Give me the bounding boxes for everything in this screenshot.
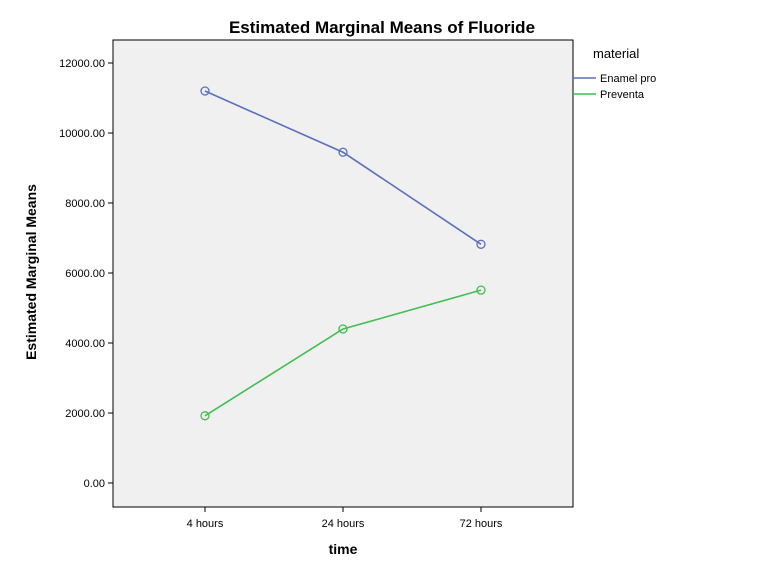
y-axis-title: Estimated Marginal Means [23, 184, 39, 360]
data-point [200, 86, 210, 96]
x-axis-title: time [329, 541, 358, 557]
y-tick-label: 0.00 [84, 478, 105, 490]
data-point [338, 324, 348, 334]
legend-label: Preventa [600, 89, 645, 101]
y-tick-label: 8000.00 [65, 198, 105, 210]
legend-label: Enamel pro [600, 73, 656, 85]
legend-title: material [593, 46, 639, 61]
series-line [204, 90, 482, 245]
data-point [476, 239, 486, 249]
x-tick-label: 72 hours [460, 518, 503, 530]
y-tick-label: 12000.00 [59, 58, 105, 70]
x-tick-label: 24 hours [322, 518, 365, 530]
y-tick-label: 10000.00 [59, 128, 105, 140]
x-axis: 4 hours 24 hours 72 hours [187, 507, 503, 530]
series-line [204, 289, 482, 417]
y-axis: 0.00 2000.00 4000.00 6000.00 8000.00 10000.00… [59, 58, 113, 490]
y-tick-label: 2000.00 [65, 408, 105, 420]
plot-area [112, 39, 574, 508]
chart-title: Estimated Marginal Means of Fluoride [229, 18, 535, 37]
series-layer [200, 86, 486, 421]
data-point [476, 285, 486, 295]
data-point [200, 411, 210, 421]
y-tick-label: 4000.00 [65, 338, 105, 350]
y-tick-label: 6000.00 [65, 268, 105, 280]
x-tick-label: 4 hours [187, 518, 224, 530]
legend: material Enamel pro Preventa [573, 46, 656, 101]
data-point [338, 147, 348, 157]
